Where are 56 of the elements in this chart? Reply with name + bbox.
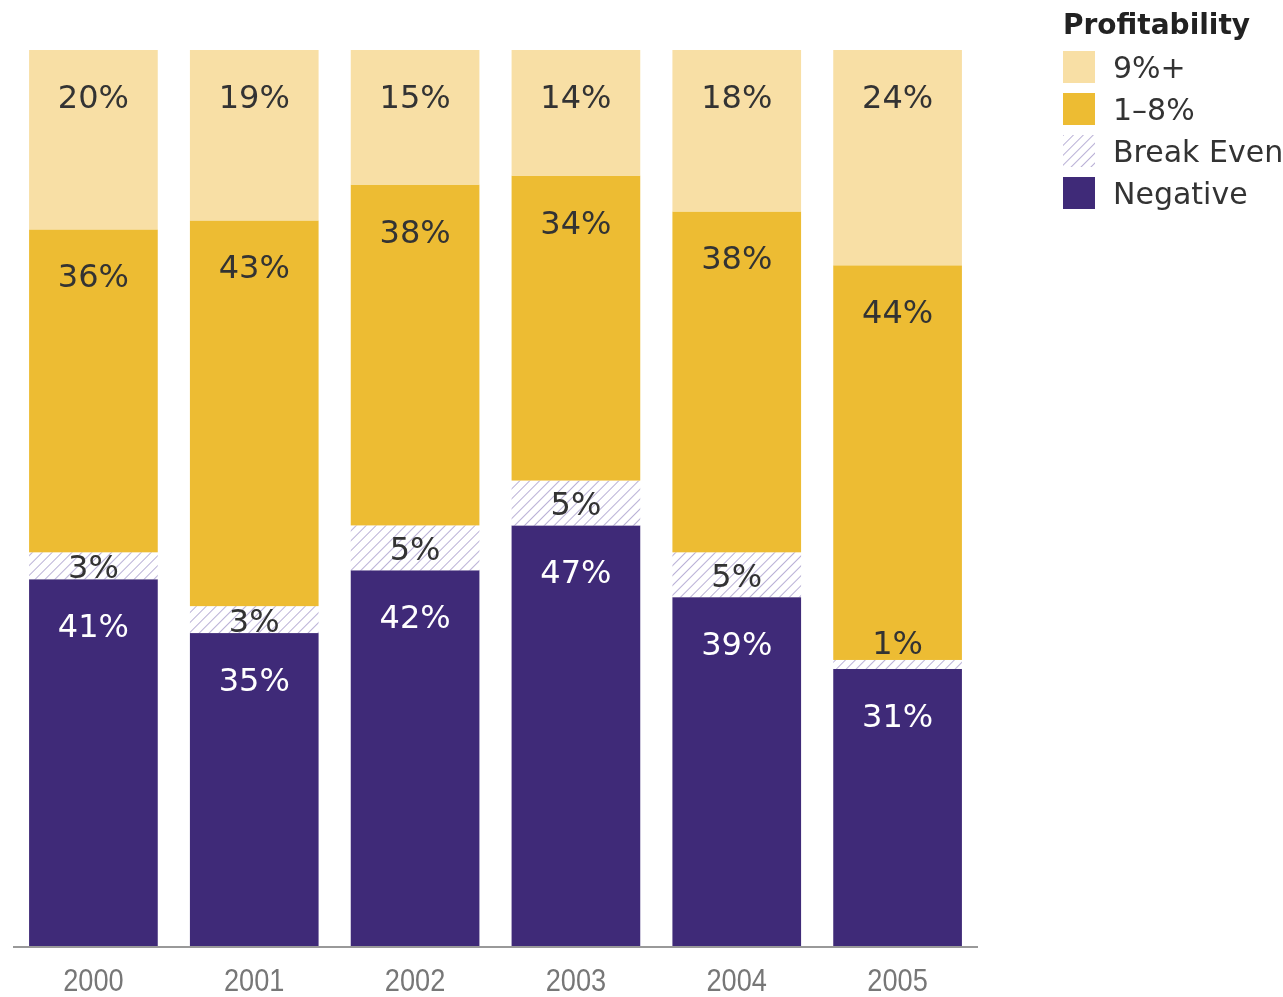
data-label: 20% (57, 78, 129, 116)
bar (29, 229, 158, 553)
bar (350, 50, 480, 185)
data-label: 41% (57, 607, 129, 646)
bar (350, 570, 480, 947)
bar (29, 579, 158, 947)
legend-label: Negative (1113, 176, 1248, 211)
data-label: 24% (862, 78, 934, 116)
data-label: 1% (872, 623, 923, 662)
data-label: 44% (862, 293, 934, 332)
bar (672, 597, 802, 947)
x-tick-label: 2001 (224, 961, 285, 997)
bar (833, 265, 962, 660)
data-label: 3% (228, 601, 280, 640)
bar (833, 659, 962, 669)
bar (833, 50, 962, 266)
data-label: 39% (701, 625, 773, 664)
legend-label: 1–8% (1113, 92, 1195, 127)
data-label: 38% (701, 239, 773, 278)
data-label: 14% (540, 78, 612, 116)
data-label: 18% (701, 78, 773, 116)
bar (511, 525, 641, 947)
data-label: 35% (218, 661, 290, 700)
x-tick-label: 2000 (63, 961, 124, 997)
bar (672, 211, 802, 553)
data-label: 47% (540, 553, 612, 592)
bar (29, 50, 158, 230)
x-tick-label: 2005 (867, 961, 928, 997)
data-label: 34% (540, 203, 612, 242)
data-label: 15% (379, 78, 451, 116)
data-label: 19% (218, 78, 290, 116)
bar (189, 50, 319, 221)
data-label: 5% (550, 484, 602, 523)
bar (833, 668, 962, 947)
legend-title: Profitability (1063, 8, 1251, 41)
data-label: 31% (862, 696, 934, 735)
x-tick-label: 2004 (706, 961, 767, 997)
data-label: 36% (57, 257, 129, 296)
bar (350, 184, 480, 526)
data-label: 3% (68, 547, 119, 586)
bar (672, 50, 802, 212)
legend-label: 9%+ (1113, 50, 1186, 85)
bar (511, 175, 641, 481)
bar (672, 552, 802, 598)
x-tick-label: 2002 (384, 961, 446, 997)
data-label: 38% (379, 212, 451, 251)
data-label: 5% (389, 529, 441, 568)
bar (189, 220, 319, 607)
data-label: 42% (379, 598, 451, 637)
bar (511, 50, 641, 176)
data-label: 5% (711, 556, 763, 595)
legend-label: Break Even (1113, 134, 1283, 169)
bar (350, 525, 480, 571)
data-label: 43% (218, 248, 290, 287)
bar (189, 633, 319, 947)
x-tick-label: 2003 (545, 961, 607, 997)
